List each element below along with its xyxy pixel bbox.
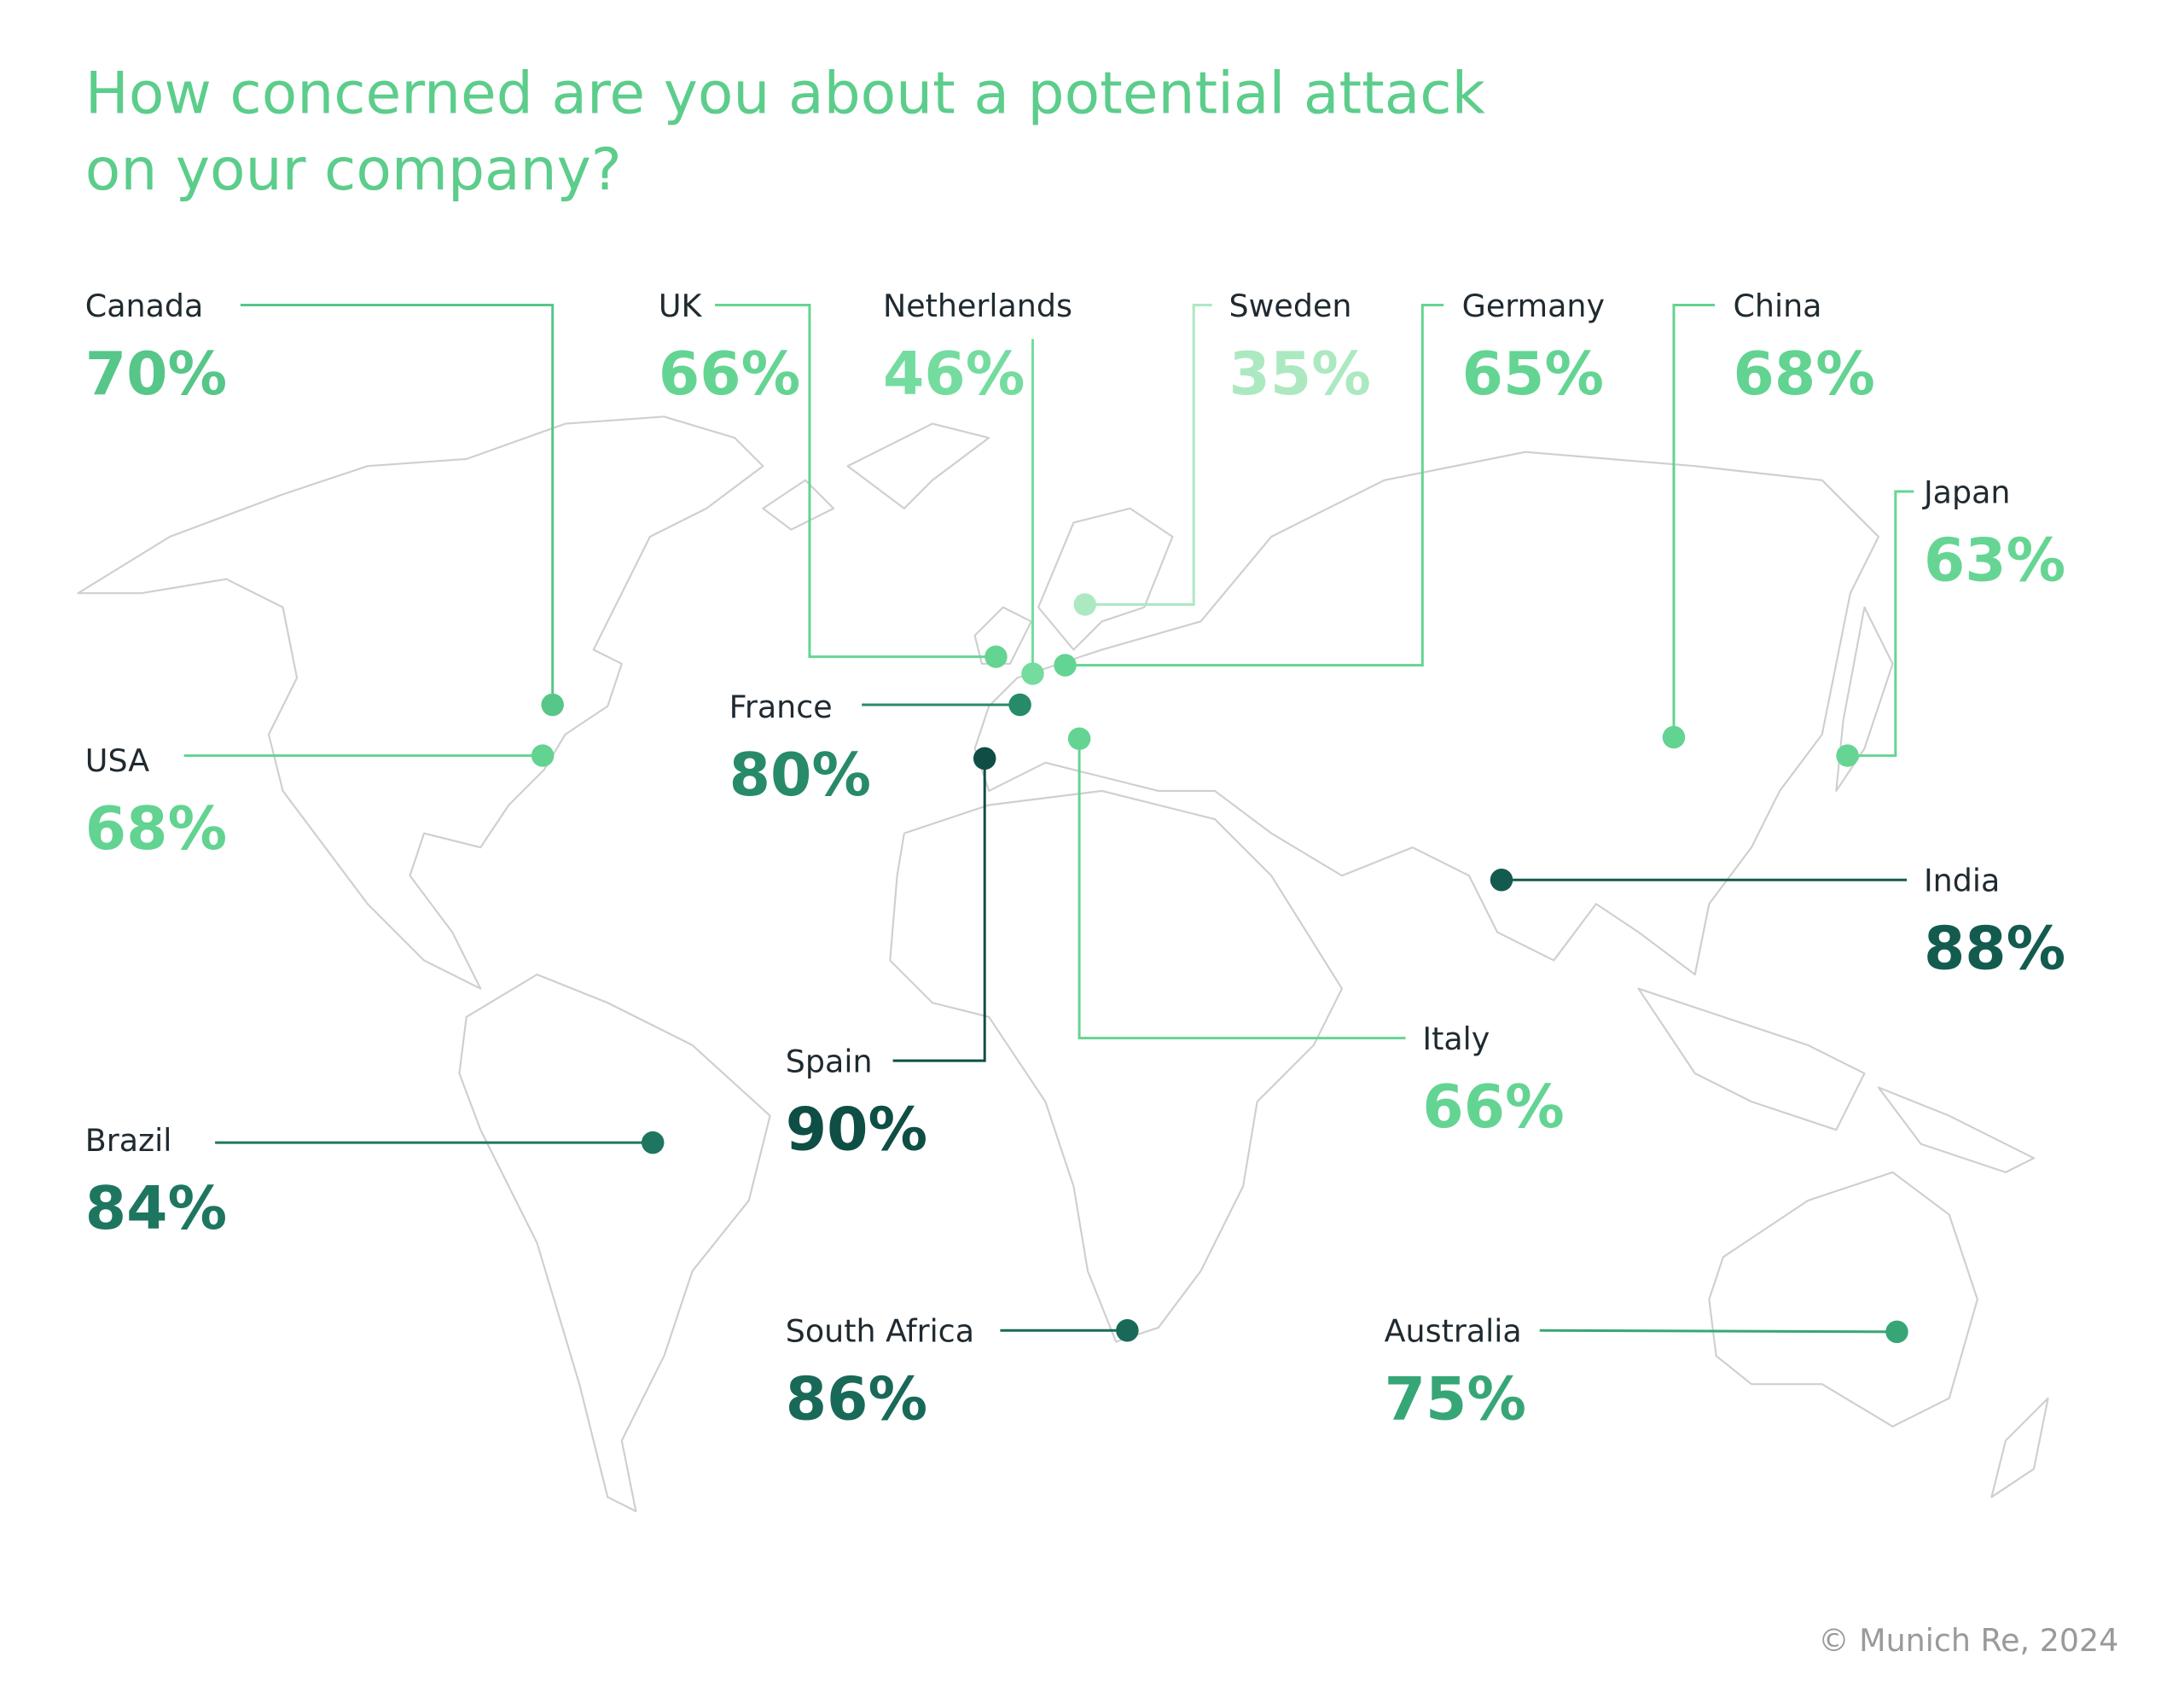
country-name: India [1924, 862, 2000, 898]
country-name: South Africa [786, 1312, 974, 1349]
leader-line [1084, 304, 1212, 606]
country-name: Germany [1462, 288, 1605, 324]
country-name: UK [659, 288, 703, 324]
country-dot [1073, 593, 1096, 616]
country-dot [1662, 725, 1686, 749]
country-dot [985, 645, 1008, 668]
country-name: China [1733, 288, 1821, 324]
country-value: 75% [1385, 1365, 1526, 1434]
country-name: Netherlands [883, 288, 1072, 324]
leader-line [1672, 304, 1715, 738]
country-dot [541, 693, 564, 717]
country-value: 66% [1422, 1073, 1564, 1142]
country-name: Sweden [1229, 288, 1352, 324]
country-value: 84% [85, 1174, 227, 1243]
country-name: Japan [1922, 474, 2011, 510]
country-dot [1490, 868, 1513, 892]
country-dot [973, 747, 996, 770]
leader-line [1077, 738, 1406, 1040]
title: How concerned are you about a potential … [85, 60, 1486, 127]
leader-line [1539, 1329, 1897, 1334]
country-value: 65% [1462, 340, 1604, 409]
leader-line [715, 304, 996, 659]
country-dot [1836, 744, 1859, 767]
country-dot [1116, 1319, 1139, 1342]
country-value: 70% [85, 340, 227, 409]
country-value: 88% [1924, 915, 2065, 984]
country-name: Australia [1385, 1312, 1522, 1349]
country-value: 86% [786, 1365, 927, 1434]
world-map [77, 416, 2049, 1513]
country-value: 68% [1733, 340, 1874, 409]
country-value: 35% [1229, 340, 1371, 409]
country-name: USA [85, 742, 149, 779]
country-dot [1885, 1320, 1908, 1344]
country-dot [1008, 693, 1031, 717]
country-name: Brazil [85, 1122, 172, 1159]
country-value: 68% [85, 794, 227, 863]
country-dot [1067, 727, 1091, 750]
country-value: 66% [659, 340, 800, 409]
country-dot [641, 1131, 665, 1154]
country-name: France [729, 689, 833, 725]
country-value: 80% [729, 741, 871, 810]
country-name: Italy [1422, 1020, 1490, 1057]
leader-line [240, 304, 555, 705]
title: on your company? [85, 137, 622, 204]
country-value: 90% [786, 1095, 927, 1164]
country-name: Spain [786, 1043, 873, 1079]
country-value: 63% [1924, 526, 2065, 595]
copyright: © Munich Re, 2024 [1818, 1622, 2118, 1659]
country-value: 46% [883, 340, 1025, 409]
leader-line [892, 758, 986, 1062]
country-dot [1054, 654, 1077, 677]
country-dot [531, 744, 555, 767]
country-name: Canada [85, 288, 204, 324]
country-dot [1021, 662, 1044, 685]
leader-line [1847, 490, 1914, 758]
leader-line [1065, 304, 1444, 667]
